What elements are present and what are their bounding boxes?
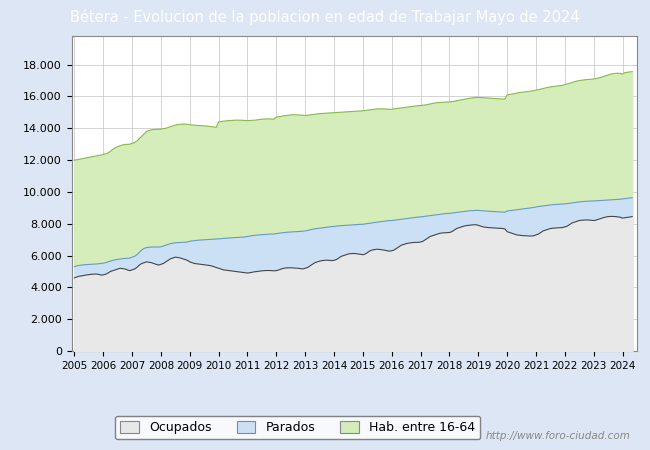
Text: http://www.foro-ciudad.com: http://www.foro-ciudad.com — [486, 431, 630, 441]
Text: FORO-CIUDAD.COM: FORO-CIUDAD.COM — [188, 195, 520, 224]
Text: Bétera - Evolucion de la poblacion en edad de Trabajar Mayo de 2024: Bétera - Evolucion de la poblacion en ed… — [70, 9, 580, 25]
Legend: Ocupados, Parados, Hab. entre 16-64: Ocupados, Parados, Hab. entre 16-64 — [116, 416, 480, 439]
